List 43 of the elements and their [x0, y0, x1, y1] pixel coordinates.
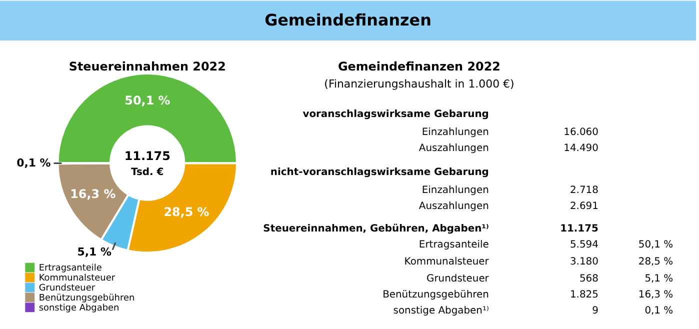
text: 11.175: [560, 224, 599, 235]
text: Kommunalsteuer: [404, 256, 490, 268]
text: (Finanzierungshaushalt in 1.000 €): [324, 77, 514, 90]
text: voranschlagswirksame Gebarung: [302, 109, 489, 120]
data-label: 16,3 %: [70, 187, 116, 202]
data-label: 50,1 %: [124, 93, 170, 108]
text: 5.594: [570, 240, 598, 251]
text: Auszahlungen: [418, 143, 489, 154]
legend-label: Ertragsanteile: [38, 264, 102, 274]
text: Steuereinnahmen, Gebühren, Abgaben¹⁾: [263, 224, 490, 235]
legend-label: Grundsteuer: [38, 283, 96, 294]
text: 5,1 %: [644, 274, 674, 285]
text: 14.490: [564, 143, 598, 154]
text: 2.718: [570, 184, 598, 196]
text: Gemeindefinanzen 2022: [338, 59, 500, 74]
text: 1.825: [570, 289, 598, 300]
text: Einzahlungen: [422, 127, 489, 138]
legend-label: Benützungsgebühren: [38, 293, 135, 304]
text: 0,1 %: [644, 305, 674, 316]
text: sonstige Abgaben¹⁾: [393, 305, 489, 316]
text: 16.060: [564, 127, 598, 138]
text: 28,5 %: [638, 256, 674, 268]
text: 9: [592, 305, 598, 316]
text: nicht-voranschlagswirksame Gebarung: [270, 166, 489, 178]
text: 16,3 %: [638, 289, 674, 300]
legend-label: sonstige Abgaben: [38, 303, 120, 314]
text: 2.691: [570, 200, 598, 212]
text: 3.180: [570, 256, 598, 268]
text: Grundsteuer: [426, 274, 490, 285]
text: 568: [579, 274, 598, 285]
text: 11.175: [124, 149, 170, 164]
data-label: 28,5 %: [164, 205, 210, 220]
text: Einzahlungen: [422, 184, 489, 196]
data-label: 5,1 %: [77, 246, 112, 259]
data-label: 0,1 %: [16, 156, 51, 170]
text: Ertragsanteile: [418, 240, 489, 251]
text: Tsd. €: [131, 166, 164, 178]
text: Benützungsgebühren: [382, 289, 489, 300]
text: Auszahlungen: [418, 200, 489, 212]
chart-title: Steuereinnahmen 2022: [68, 59, 226, 74]
legend-label: Kommunalsteuer: [38, 274, 116, 284]
text: 50,1 %: [638, 240, 674, 251]
text: Gemeindefinanzen: [264, 10, 432, 30]
